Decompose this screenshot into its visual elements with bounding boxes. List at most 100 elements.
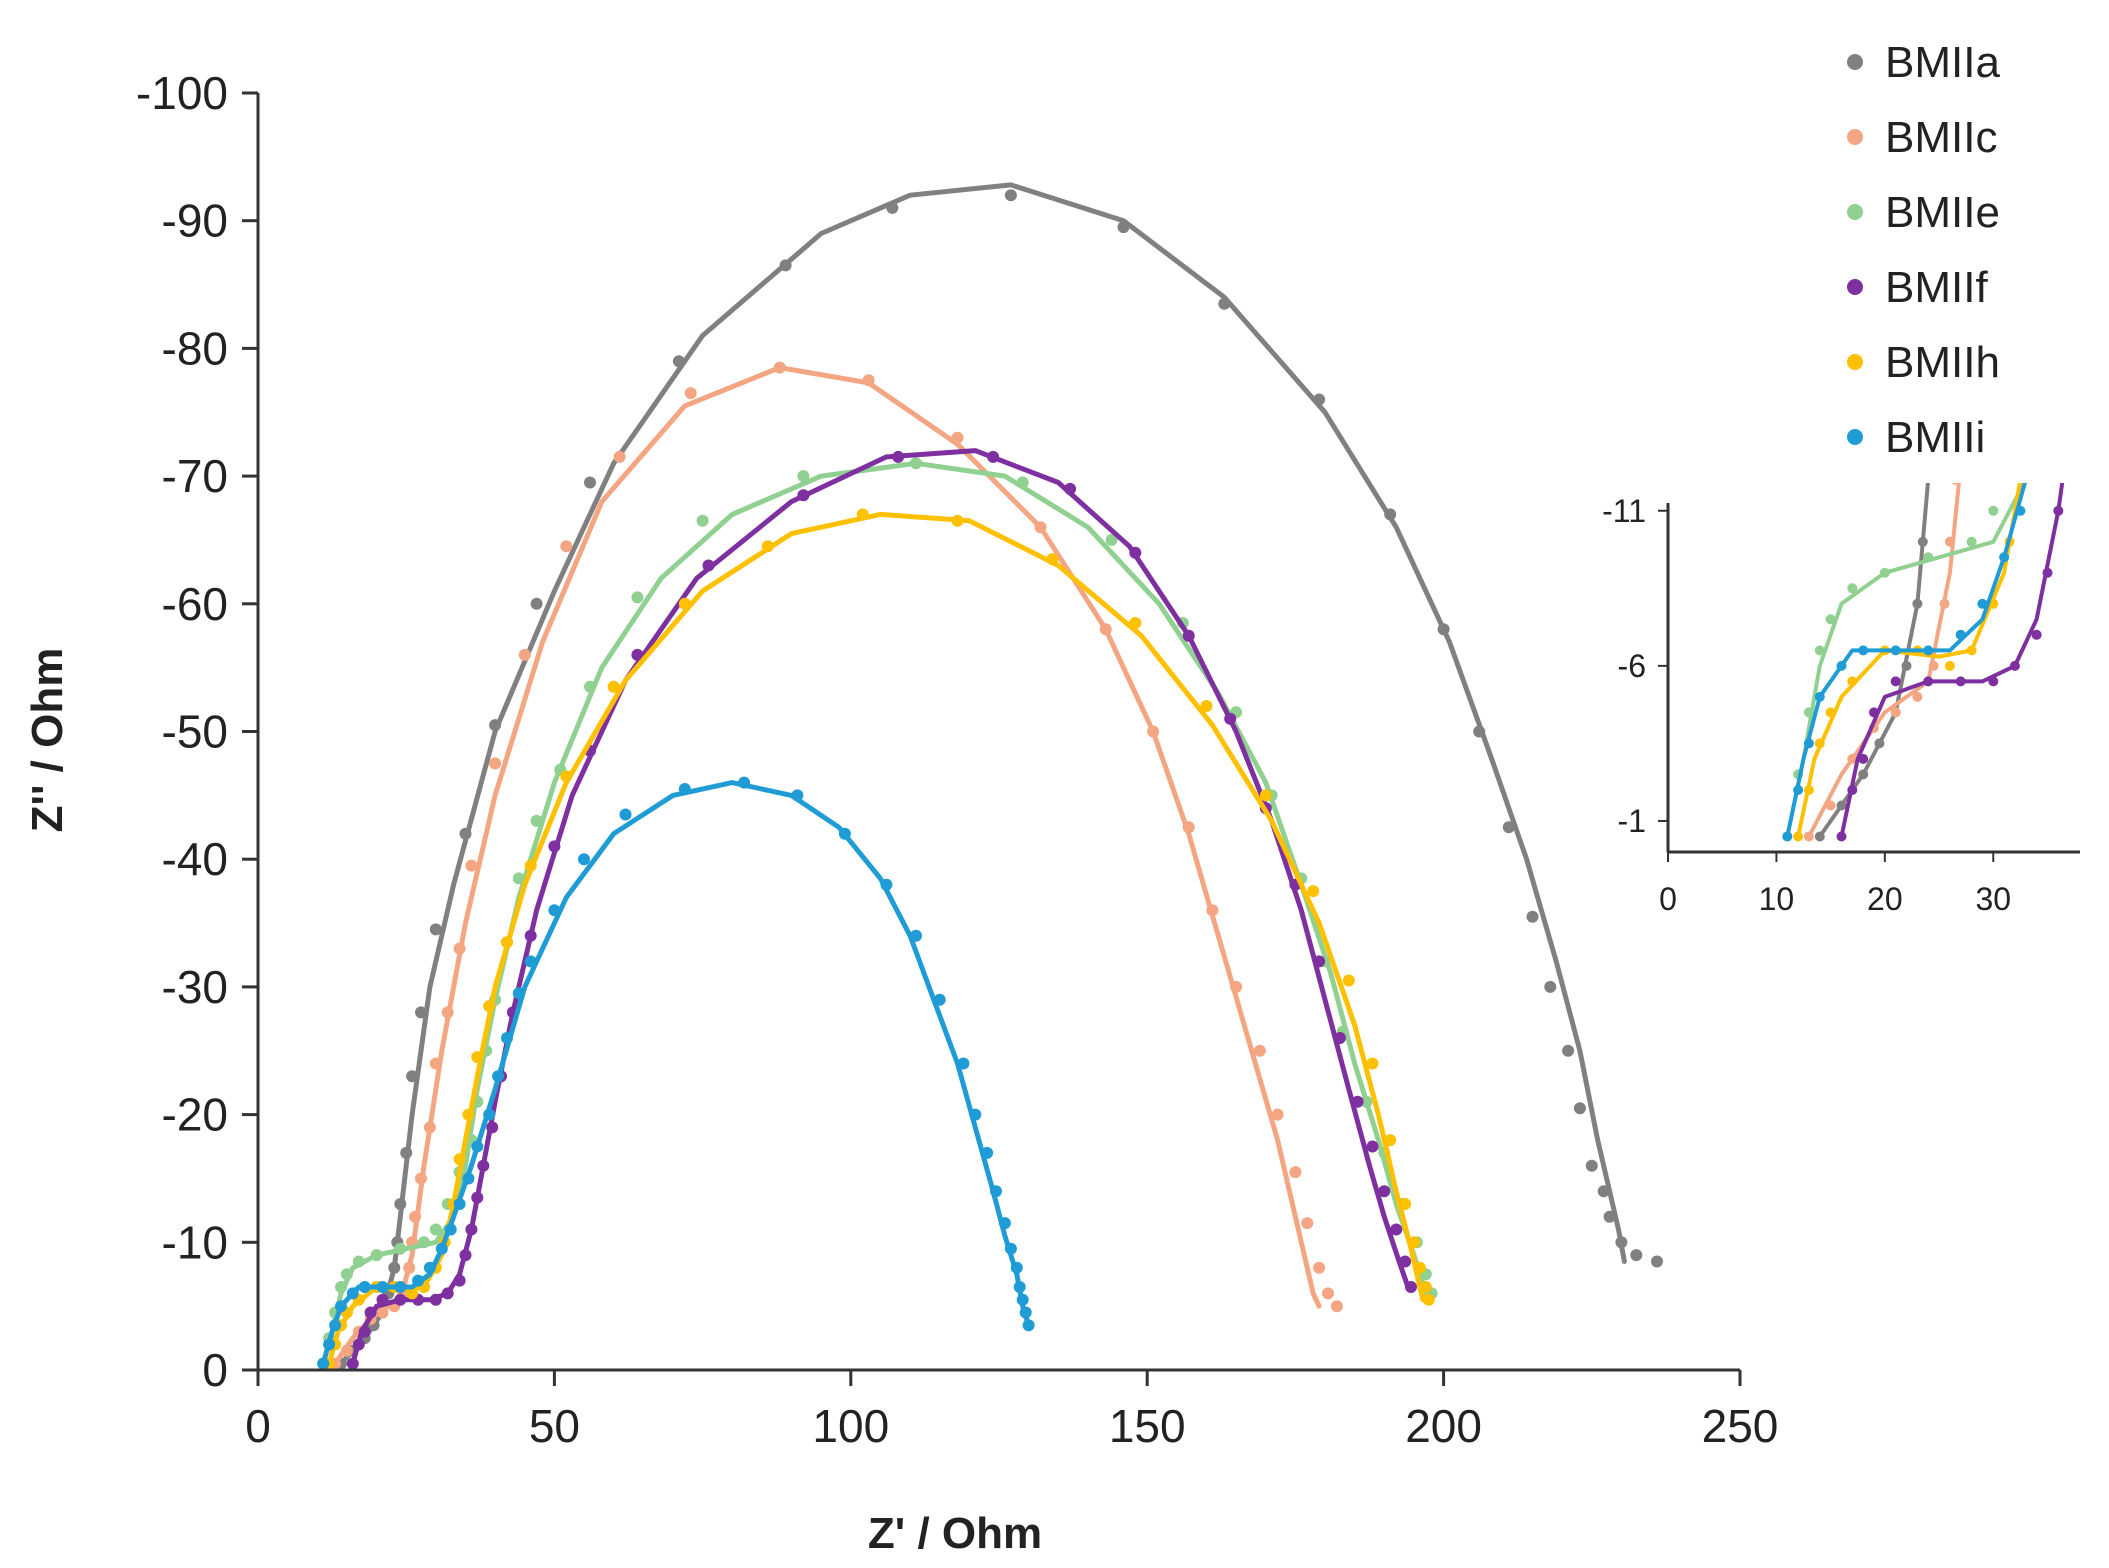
data-point	[1046, 553, 1059, 566]
data-point	[462, 1108, 475, 1121]
inset-data-point	[1814, 691, 1825, 702]
inset-data-point	[1890, 707, 1901, 718]
data-point	[1597, 1185, 1610, 1198]
data-point	[910, 929, 922, 942]
data-point	[501, 1032, 513, 1044]
data-point	[856, 508, 869, 521]
data-point	[418, 1236, 430, 1249]
inset-data-point	[2031, 629, 2042, 640]
inset-series-bmiic	[1803, 483, 1961, 842]
data-point	[981, 1146, 994, 1159]
data-point	[1010, 1261, 1023, 1274]
data-point	[1182, 821, 1195, 834]
data-point	[779, 259, 792, 272]
data-point	[1573, 1102, 1586, 1115]
x-tick-label: 250	[1702, 1400, 1779, 1452]
inset-data-point	[2102, 134, 2109, 144]
inset-data-point	[1912, 598, 1923, 609]
data-point	[1019, 1306, 1032, 1319]
data-point	[1129, 546, 1142, 559]
data-point	[530, 814, 543, 827]
inset-data-point	[1901, 660, 1912, 671]
data-point	[1016, 476, 1029, 489]
data-point	[1330, 1300, 1343, 1313]
data-point	[1004, 189, 1017, 202]
y-tick-label: -10	[162, 1216, 228, 1268]
data-point	[990, 1185, 1002, 1198]
data-point	[1384, 508, 1397, 521]
data-point	[323, 1338, 336, 1351]
legend-item-bmiic: BMIIc	[1847, 113, 1997, 162]
data-point	[530, 597, 543, 610]
legend-marker	[1847, 279, 1863, 295]
inset-data-point	[1803, 785, 1814, 795]
legend-label: BMIIf	[1885, 263, 1988, 312]
inset-plot: 0 10 20 30 -1 -6 -11	[1602, 134, 2109, 917]
data-point	[631, 591, 644, 604]
legend-marker	[1847, 204, 1863, 220]
data-point	[459, 827, 472, 840]
inset-data-point	[1825, 614, 1836, 625]
data-point	[441, 1287, 454, 1300]
data-point	[394, 1242, 407, 1255]
data-point	[358, 1325, 371, 1338]
x-tick-label: 0	[245, 1400, 271, 1452]
data-point	[1630, 1249, 1643, 1262]
y-tick-label: -70	[162, 450, 228, 502]
inset-data-point	[1951, 483, 1960, 485]
inset-data-point	[1847, 676, 1858, 687]
series-bmiie	[317, 457, 1438, 1370]
data-point	[423, 1121, 436, 1134]
data-point	[340, 1344, 353, 1357]
data-point	[548, 840, 561, 853]
y-tick-label: -50	[162, 706, 228, 758]
data-point	[435, 1242, 448, 1255]
data-point	[678, 783, 691, 795]
inset-data-point	[1825, 707, 1836, 718]
inset-data-point	[1793, 831, 1804, 842]
data-point	[548, 904, 561, 917]
data-point	[951, 514, 964, 527]
inset-y-tick-label: -6	[1618, 648, 1646, 684]
inset-data-point	[1836, 800, 1847, 811]
data-point	[376, 1306, 389, 1319]
legend-marker	[1847, 354, 1863, 370]
data-point	[773, 361, 786, 374]
y-tick-label: -40	[162, 833, 228, 885]
data-point	[1129, 617, 1142, 629]
data-point	[678, 597, 691, 610]
inset-data-point	[1782, 831, 1793, 842]
data-point	[862, 374, 875, 387]
inset-data-point	[2032, 444, 2042, 454]
data-point	[838, 827, 851, 840]
data-point	[1313, 955, 1326, 968]
data-point	[1405, 1281, 1417, 1293]
inset-data-point	[1847, 583, 1858, 594]
inset-fit-line	[1785, 483, 2027, 837]
data-point	[471, 1191, 484, 1204]
inset-fit-line	[1785, 483, 2027, 837]
series-bmiic	[329, 361, 1343, 1370]
data-point	[1526, 910, 1539, 923]
inset-data-point	[1928, 660, 1939, 671]
inset-data-point	[1879, 567, 1890, 578]
data-point	[352, 1338, 365, 1351]
data-point	[1360, 1095, 1373, 1108]
data-point	[462, 1172, 475, 1185]
data-point	[1289, 1166, 1302, 1179]
data-point	[489, 719, 502, 732]
data-point	[429, 1293, 442, 1306]
y-tick-label: -90	[162, 195, 228, 247]
inset-data-point	[2075, 351, 2085, 361]
inset-data-point	[1999, 552, 2010, 563]
inset-data-point	[1939, 598, 1950, 609]
legend-item-bmiif: BMIIf	[1847, 263, 1988, 312]
data-point	[1390, 1223, 1403, 1236]
series-bmiif	[346, 448, 1417, 1370]
data-point	[453, 942, 466, 955]
data-point	[441, 1006, 454, 1019]
data-point	[335, 1300, 347, 1313]
data-point	[388, 1261, 401, 1274]
data-point	[453, 1274, 466, 1287]
legend-item-bmiii: BMIIi	[1847, 413, 1985, 462]
